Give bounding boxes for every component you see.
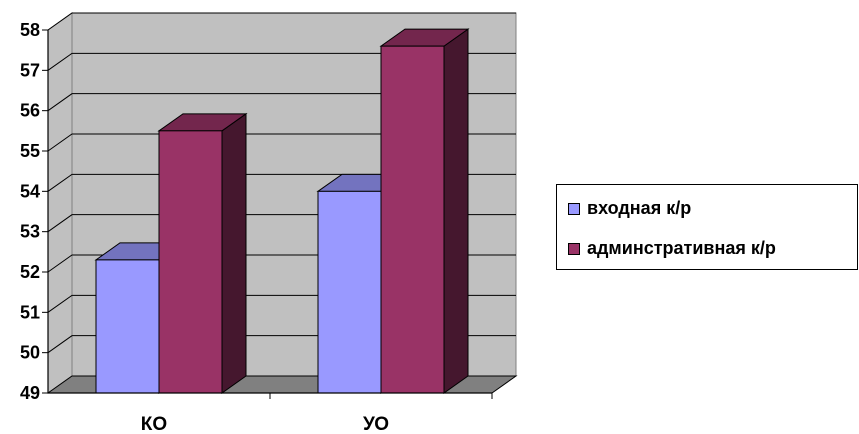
y-tick-label: 54 xyxy=(20,181,40,201)
legend-label-series-1: входная к/р xyxy=(587,198,692,218)
x-category-labels: КО УО xyxy=(141,414,389,434)
bar-front xyxy=(380,45,445,394)
gridline xyxy=(47,93,516,112)
bar-front xyxy=(95,259,160,394)
legend-label-series-2: админстративная к/р xyxy=(587,238,776,258)
bar-side xyxy=(221,112,247,394)
side-wall xyxy=(47,12,73,394)
legend-item-series-1: входная к/р xyxy=(568,198,691,219)
y-tick-label: 56 xyxy=(20,101,40,121)
legend-swatch-series-2 xyxy=(568,242,580,255)
x-category-label: КО xyxy=(141,414,167,434)
legend: входная к/р админстративная к/р xyxy=(556,184,858,270)
y-tick-label: 49 xyxy=(20,383,40,403)
bar-front xyxy=(317,190,382,394)
bar-0-1 xyxy=(157,112,248,394)
x-category-label: УО xyxy=(363,414,389,434)
y-tick-label: 57 xyxy=(20,60,40,80)
bar-side xyxy=(443,28,469,394)
y-tick-label: 51 xyxy=(20,302,40,322)
bar-front xyxy=(158,130,223,394)
axes xyxy=(42,29,493,399)
gridline xyxy=(47,52,516,71)
bars xyxy=(94,28,470,394)
y-tick-label: 52 xyxy=(20,262,40,282)
gridline xyxy=(47,133,516,152)
y-tick-label: 58 xyxy=(20,20,40,40)
y-tick-label: 55 xyxy=(20,141,40,161)
y-tick-label: 53 xyxy=(20,222,40,242)
bar-1-1 xyxy=(379,28,470,394)
legend-item-series-2: админстративная к/р xyxy=(568,238,776,259)
y-tick-label: 50 xyxy=(20,343,40,363)
legend-swatch-series-1 xyxy=(568,202,580,215)
gridline xyxy=(47,12,516,31)
y-tick-labels: 49 50 51 52 53 54 55 56 57 58 xyxy=(20,20,40,403)
